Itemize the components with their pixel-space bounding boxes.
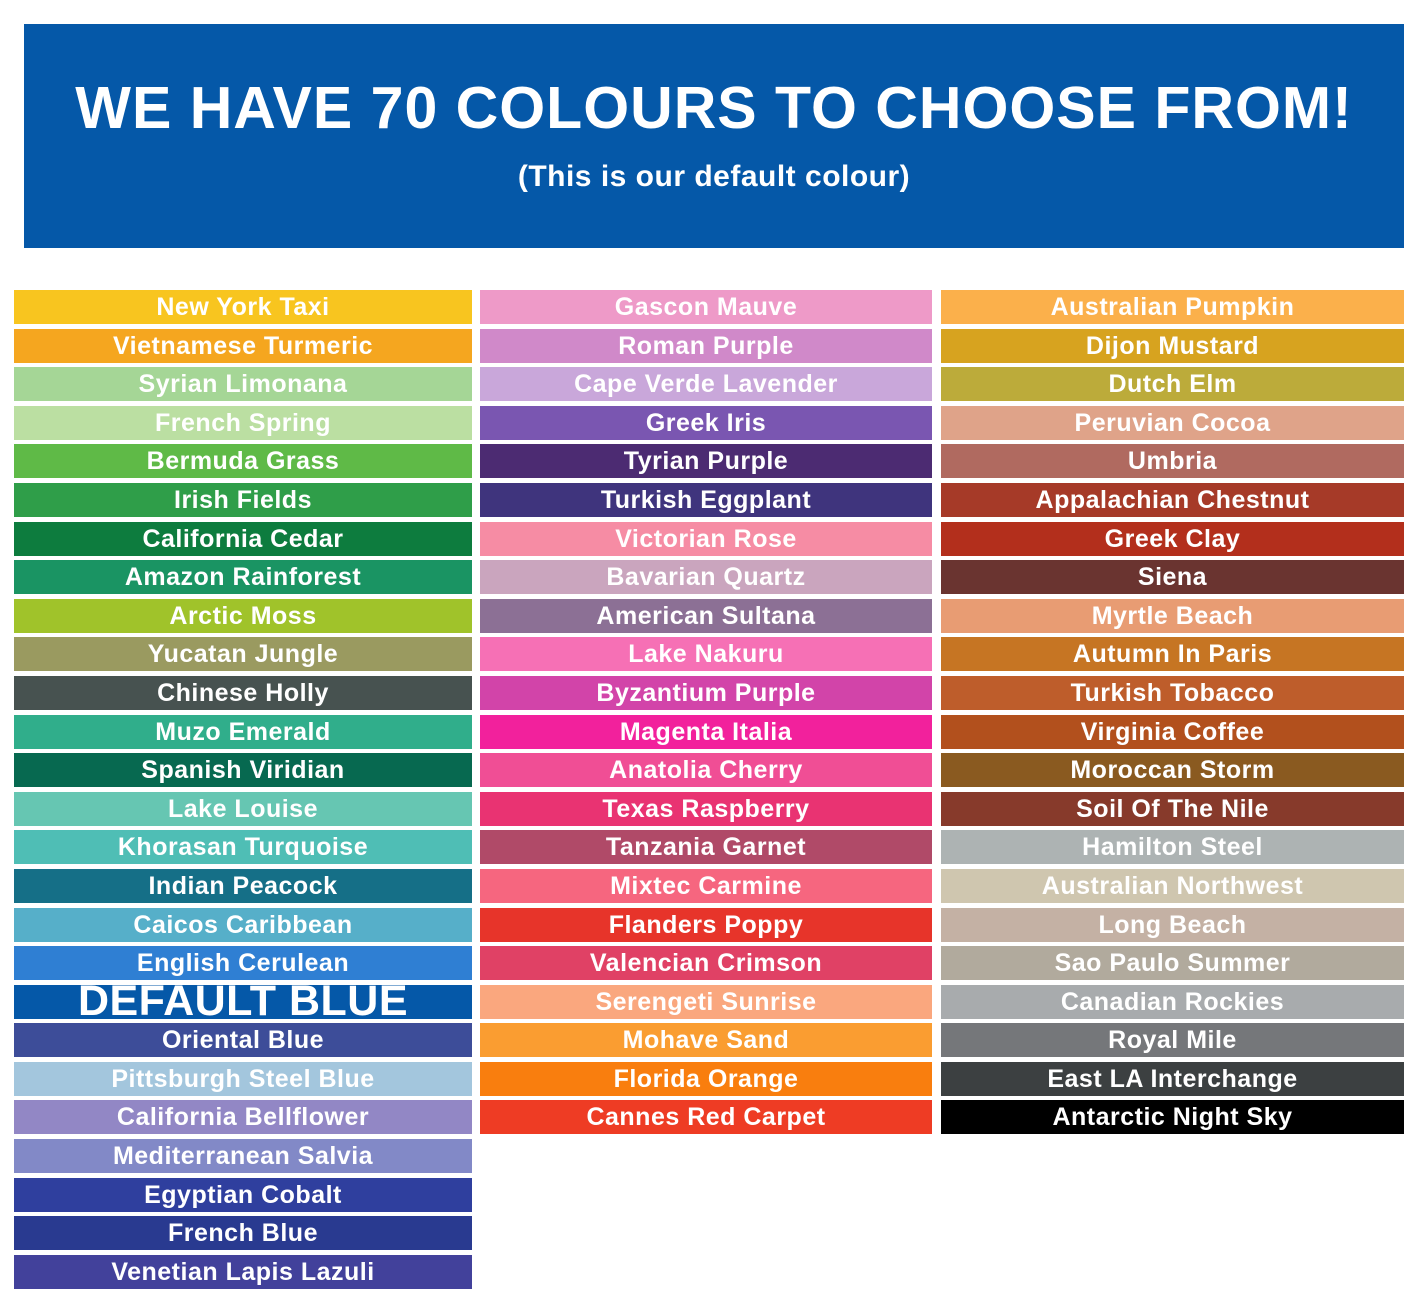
swatch-row: Tanzania Garnet: [480, 830, 932, 865]
swatch-row: California Cedar: [14, 521, 472, 556]
swatch-row: Cannes Red Carpet: [480, 1100, 932, 1135]
swatch-row: Flanders Poppy: [480, 907, 932, 942]
swatch-column-1: New York Taxi Vietnamese Turmeric Syrian L…: [14, 290, 472, 1293]
swatch-row: Mediterranean Salvia: [14, 1139, 472, 1174]
swatch-row: Lake Louise: [14, 791, 472, 826]
swatch-row: Caicos Caribbean: [14, 907, 472, 942]
swatch-row: Dutch Elm: [941, 367, 1404, 402]
swatch-row: Valencian Crimson: [480, 946, 932, 981]
swatch-row: Pittsburgh Steel Blue: [14, 1061, 472, 1096]
swatch-row: Tyrian Purple: [480, 444, 932, 479]
swatch-row: Greek Iris: [480, 405, 932, 440]
swatch-row: New York Taxi: [14, 290, 472, 324]
swatch-row: Autumn In Paris: [941, 637, 1404, 672]
swatch-row: California Bellflower: [14, 1100, 472, 1135]
swatch-row: Irish Fields: [14, 482, 472, 517]
swatch-row: Long Beach: [941, 907, 1404, 942]
swatch-row: Florida Orange: [480, 1061, 932, 1096]
swatch-row: Australian Northwest: [941, 868, 1404, 903]
swatch-row: Amazon Rainforest: [14, 560, 472, 595]
swatch-row: Canadian Rockies: [941, 984, 1404, 1019]
swatch-row: Muzo Emerald: [14, 714, 472, 749]
swatch-row: Venetian Lapis Lazuli: [14, 1254, 472, 1289]
swatch-row: Egyptian Cobalt: [14, 1177, 472, 1212]
swatch-row: Victorian Rose: [480, 521, 932, 556]
swatch-row: Serengeti Sunrise: [480, 984, 932, 1019]
swatch-default-blue: DEFAULT BLUE: [14, 979, 472, 1022]
swatch-row: Moroccan Storm: [941, 753, 1404, 788]
swatch-row: Bermuda Grass: [14, 444, 472, 479]
swatch-row: Antarctic Night Sky: [941, 1100, 1404, 1135]
swatch-row: Yucatan Jungle: [14, 637, 472, 672]
swatch-row: Greek Clay: [941, 521, 1404, 556]
swatch-row: Myrtle Beach: [941, 598, 1404, 633]
swatch-row: East LA Interchange: [941, 1061, 1404, 1096]
swatch-row: Turkish Eggplant: [480, 482, 932, 517]
swatch-row: Hamilton Steel: [941, 830, 1404, 865]
swatch-row: French Blue: [14, 1216, 472, 1251]
swatch-row: Mohave Sand: [480, 1023, 932, 1058]
swatch-row: Turkish Tobacco: [941, 675, 1404, 710]
swatch-row: French Spring: [14, 405, 472, 440]
swatch-row: Vietnamese Turmeric: [14, 328, 472, 363]
swatch-row: Byzantium Purple: [480, 675, 932, 710]
swatch-row: Peruvian Cocoa: [941, 405, 1404, 440]
swatch-row: Indian Peacock: [14, 868, 472, 903]
swatch-column-3: Australian Pumpkin Dijon Mustard Dutch Elm…: [941, 290, 1404, 1139]
swatch-row: Anatolia Cherry: [480, 753, 932, 788]
swatch-row: Royal Mile: [941, 1023, 1404, 1058]
swatch-row: Cape Verde Lavender: [480, 367, 932, 402]
swatch-row: English Cerulean: [14, 946, 472, 981]
swatch-row: Gascon Mauve: [480, 290, 932, 324]
swatch-row: Mixtec Carmine: [480, 868, 932, 903]
swatch-row: Soil Of The Nile: [941, 791, 1404, 826]
swatch-row: Umbria: [941, 444, 1404, 479]
swatch-row: Syrian Limonana: [14, 367, 472, 402]
swatch-row: Arctic Moss: [14, 598, 472, 633]
swatch-row: Appalachian Chestnut: [941, 482, 1404, 517]
swatch-row: Bavarian Quartz: [480, 560, 932, 595]
swatch-row: Dijon Mustard: [941, 328, 1404, 363]
swatch-row: Spanish Viridian: [14, 753, 472, 788]
swatch-column-2: Gascon Mauve Roman Purple Cape Verde Laven…: [480, 290, 932, 1139]
page-subtitle: (This is our default colour): [517, 159, 911, 193]
swatch-row: Chinese Holly: [14, 675, 472, 710]
swatch-row: Oriental Blue: [14, 1023, 472, 1058]
swatch-row: Virginia Coffee: [941, 714, 1404, 749]
swatch-row: Texas Raspberry: [480, 791, 932, 826]
page-title: WE HAVE 70 COLOURS TO CHOOSE FROM!: [75, 75, 1353, 142]
swatch-row: Roman Purple: [480, 328, 932, 363]
header-banner: WE HAVE 70 COLOURS TO CHOOSE FROM! (This…: [24, 24, 1404, 248]
swatch-row: Magenta Italia: [480, 714, 932, 749]
swatch-row: Sao Paulo Summer: [941, 946, 1404, 981]
swatch-row: Khorasan Turquoise: [14, 830, 472, 865]
swatch-row: Lake Nakuru: [480, 637, 932, 672]
swatch-row: American Sultana: [480, 598, 932, 633]
swatch-row: Siena: [941, 560, 1404, 595]
swatch-row: Australian Pumpkin: [941, 290, 1404, 324]
